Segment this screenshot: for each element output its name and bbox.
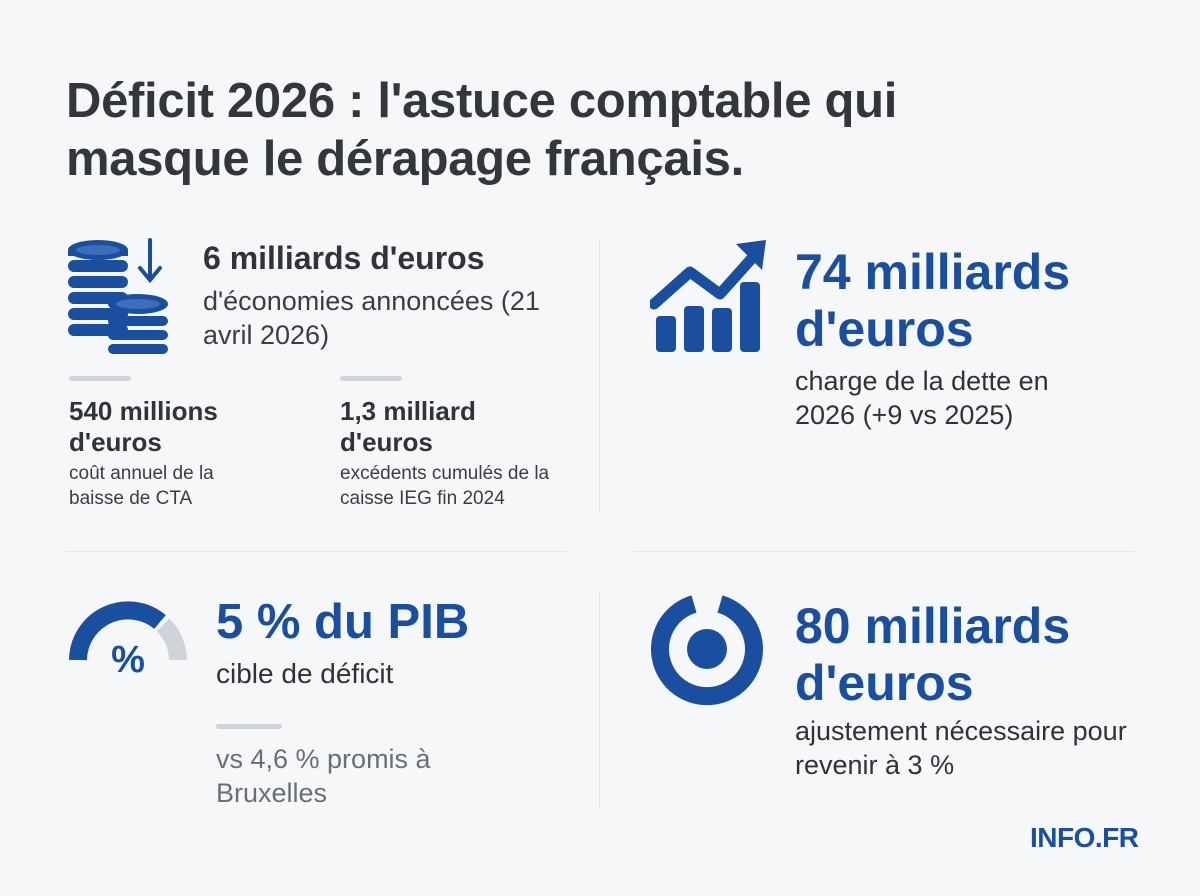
ieg-description: excédents cumulés de la caisse IEG fin 2… [340, 463, 550, 509]
svg-text:%: % [111, 639, 145, 678]
vertical-divider-bottom [599, 592, 600, 808]
adjustment-description: ajustement nécessaire pour revenir à 3 % [795, 716, 1127, 780]
debt-charge-amount: 74 milliards d'euros [795, 244, 1071, 357]
target-ring-icon [650, 592, 764, 706]
deficit-divider-bar [216, 724, 282, 729]
page-title: Déficit 2026 : l'astuce comptable qui ma… [66, 74, 898, 186]
cta-divider-bar [69, 376, 131, 381]
brand-logo: INFO.FR [1030, 822, 1139, 853]
growth-chart-arrow-icon [648, 238, 768, 354]
vertical-divider-top [599, 238, 600, 514]
deficit-target-description: cible de déficit [216, 658, 394, 689]
coins-down-arrow-icon [66, 236, 176, 356]
horizontal-divider-right [634, 551, 1134, 552]
horizontal-divider-left [66, 551, 566, 552]
savings-amount: 6 milliards d'euros [203, 240, 485, 276]
ieg-amount: 1,3 milliard d'euros [340, 396, 476, 457]
ieg-divider-bar [340, 376, 402, 381]
deficit-target-amount: 5 % du PIB [216, 595, 470, 649]
adjustment-amount: 80 milliards d'euros [795, 598, 1071, 711]
debt-charge-description: charge de la dette en 2026 (+9 vs 2025) [795, 366, 1049, 430]
cta-amount: 540 millions d'euros [69, 396, 218, 457]
deficit-comparison: vs 4,6 % promis à Bruxelles [216, 744, 431, 808]
percent-gauge-icon: % [66, 598, 190, 681]
cta-description: coût annuel de la baisse de CTA [69, 463, 214, 509]
savings-description: d'économies annoncées (21 avril 2026) [203, 286, 540, 350]
